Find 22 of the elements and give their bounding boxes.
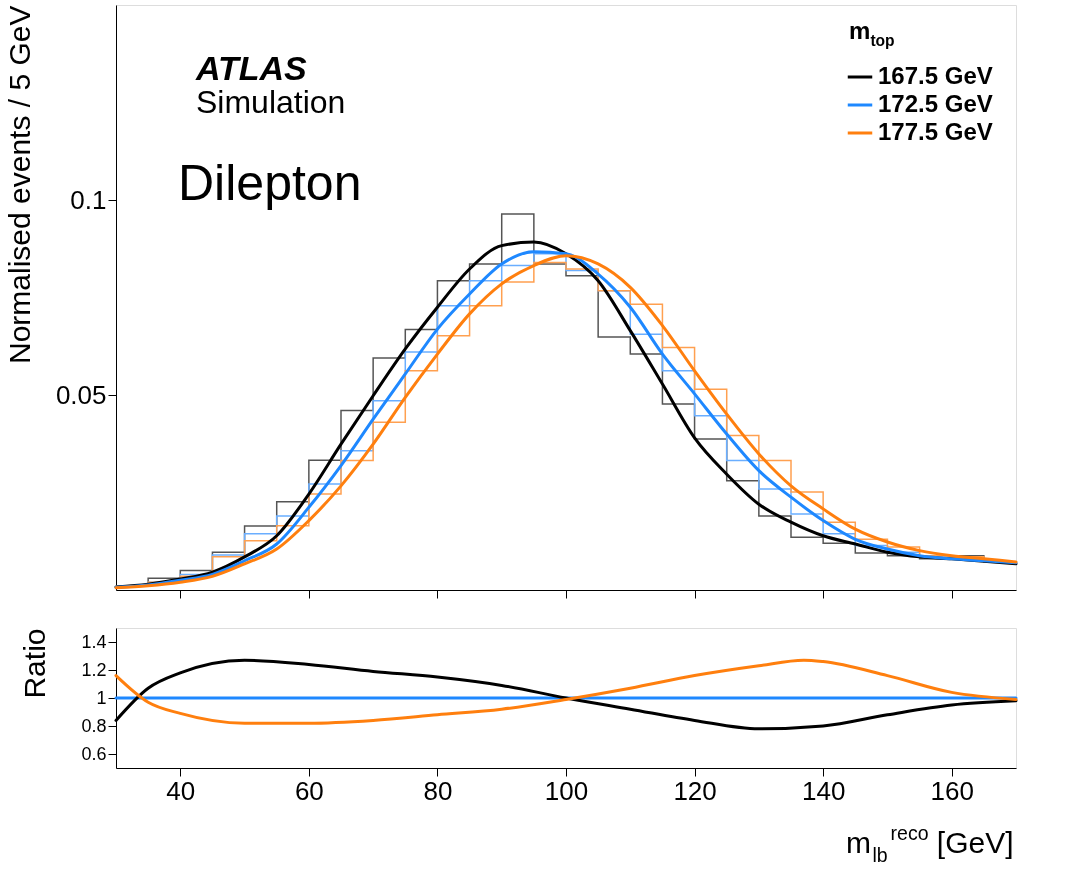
- x-tick-label: 120: [673, 775, 717, 806]
- legend-label: 177.5 GeV: [878, 118, 993, 145]
- y-axis-title: Ratio: [18, 628, 52, 699]
- x-tick-label: 140: [801, 775, 846, 806]
- y-tick-label: 1.4: [81, 631, 107, 652]
- x-tick-label: 80: [423, 775, 453, 806]
- legend-label: 167.5 GeV: [878, 62, 993, 89]
- y-tick-label: 0.1: [70, 184, 107, 215]
- annotation: ATLAS: [195, 49, 308, 87]
- y-tick-label: 1: [96, 687, 107, 708]
- annotation: Dilepton: [178, 155, 362, 211]
- y-tick-label: 0.6: [81, 743, 107, 764]
- y-tick-label: 1.2: [81, 659, 107, 680]
- x-tick-label: 100: [544, 775, 589, 806]
- y-tick-label: 0.8: [81, 715, 107, 736]
- x-tick-label: 60: [294, 775, 324, 806]
- annotation: Simulation: [196, 84, 346, 120]
- y-axis-title: Normalised events / 5 GeV: [2, 5, 36, 364]
- legend-label: 172.5 GeV: [878, 90, 993, 117]
- x-tick-label: 160: [930, 775, 974, 806]
- y-tick-label: 0.05: [55, 379, 107, 410]
- x-tick-label: 40: [166, 775, 196, 806]
